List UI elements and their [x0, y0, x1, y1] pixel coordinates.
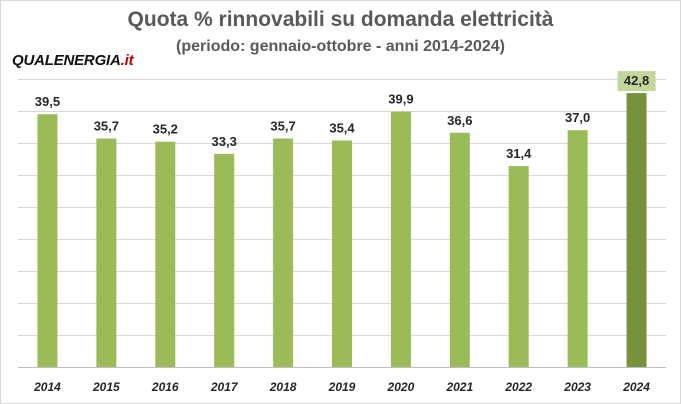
x-tick-2015: 2015 [92, 380, 120, 394]
bar-2015 [96, 138, 117, 367]
bar-2018 [273, 138, 294, 367]
x-tick-2017: 2017 [210, 380, 239, 394]
logo-tld: .it [120, 52, 134, 69]
x-tick-2014: 2014 [33, 380, 61, 394]
value-label-2018: 35,7 [270, 119, 295, 134]
bar-2022 [508, 166, 529, 367]
x-tick-2016: 2016 [151, 380, 179, 394]
value-label-2021: 36,6 [447, 113, 472, 128]
logo-brand: QUALENERGIA [12, 52, 121, 69]
bar-2024 [626, 93, 647, 367]
bar-2016 [155, 141, 176, 367]
bar-2017 [214, 153, 235, 367]
value-label-2016: 35,2 [153, 122, 178, 137]
value-label-2019: 35,4 [329, 120, 355, 135]
x-tick-2019: 2019 [328, 380, 356, 394]
value-label-2014: 39,5 [35, 94, 60, 109]
x-tick-2022: 2022 [504, 380, 532, 394]
chart-title: Quota % rinnovabili su domanda elettrici… [127, 8, 554, 31]
x-tick-2020: 2020 [387, 380, 415, 394]
value-label-2022: 31,4 [506, 146, 532, 161]
x-tick-2023: 2023 [563, 380, 591, 394]
x-tick-2024: 2024 [622, 380, 650, 394]
value-label-2023: 37,0 [565, 110, 590, 125]
bar-2021 [449, 132, 470, 367]
value-label-2020: 39,9 [388, 92, 413, 107]
bar-2014 [37, 114, 58, 367]
value-label-2024: 42,8 [624, 73, 649, 88]
highlight-label-box [617, 71, 656, 92]
x-tick-2021: 2021 [445, 380, 473, 394]
x-tick-2018: 2018 [269, 380, 297, 394]
qualenergia-logo: QUALENERGIA.it [12, 52, 134, 69]
bar-2020 [390, 111, 411, 367]
bar-2019 [332, 140, 352, 367]
bar-2023 [567, 130, 588, 367]
value-label-2015: 35,7 [94, 119, 119, 134]
chart-subtitle: (periodo: gennaio-ottobre - anni 2014-20… [176, 38, 505, 55]
value-label-2017: 33,3 [212, 134, 237, 149]
